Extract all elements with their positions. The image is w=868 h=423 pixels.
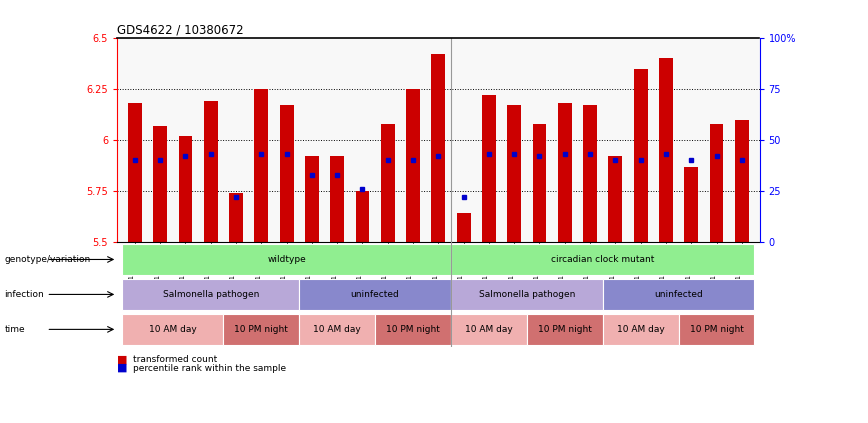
Text: Salmonella pathogen: Salmonella pathogen [162,290,259,299]
Bar [154,126,168,242]
Bar [507,105,521,242]
Text: 10 AM day: 10 AM day [313,325,361,334]
Bar [583,105,597,242]
Bar [375,313,451,345]
Bar [406,89,420,242]
Bar [299,279,451,310]
Text: percentile rank within the sample: percentile rank within the sample [133,363,286,373]
Bar [279,105,293,242]
Bar [527,313,602,345]
Bar [735,120,749,242]
Bar [684,167,698,242]
Bar [356,191,370,242]
Text: genotype/variation: genotype/variation [4,255,90,264]
Bar [223,313,299,345]
Text: Salmonella pathogen: Salmonella pathogen [478,290,575,299]
Text: GDS4622 / 10380672: GDS4622 / 10380672 [117,24,244,37]
Text: 10 AM day: 10 AM day [149,325,197,334]
Bar [305,157,319,242]
Bar [451,313,527,345]
Bar [299,313,375,345]
Bar [122,313,223,345]
Bar [179,136,193,242]
Text: transformed count: transformed count [133,355,217,364]
Bar [709,124,723,242]
Text: ■: ■ [117,363,128,373]
Text: ■: ■ [117,354,128,365]
Text: uninfected: uninfected [654,290,703,299]
Bar [451,244,754,275]
Bar [451,279,602,310]
Text: 10 AM day: 10 AM day [617,325,665,334]
Text: 10 PM night: 10 PM night [538,325,592,334]
Bar [128,103,141,242]
Text: wildtype: wildtype [267,255,306,264]
Bar [679,313,754,345]
Bar [533,124,547,242]
Text: uninfected: uninfected [351,290,399,299]
Text: circadian clock mutant: circadian clock mutant [551,255,654,264]
Bar [254,89,268,242]
Bar [558,103,572,242]
Text: infection: infection [4,290,44,299]
Bar [431,55,445,242]
Text: 10 AM day: 10 AM day [465,325,513,334]
Bar [330,157,344,242]
Text: 10 PM night: 10 PM night [689,325,744,334]
Bar [659,58,673,242]
Bar [634,69,648,242]
Bar [602,279,754,310]
Bar [122,279,299,310]
Bar [482,95,496,242]
Bar [602,313,679,345]
Text: 10 PM night: 10 PM night [386,325,440,334]
Bar [204,101,218,242]
Bar [122,244,451,275]
Bar [608,157,622,242]
Bar [457,214,470,242]
Text: 10 PM night: 10 PM night [234,325,288,334]
Bar [381,124,395,242]
Text: time: time [4,325,25,334]
Bar [229,193,243,242]
